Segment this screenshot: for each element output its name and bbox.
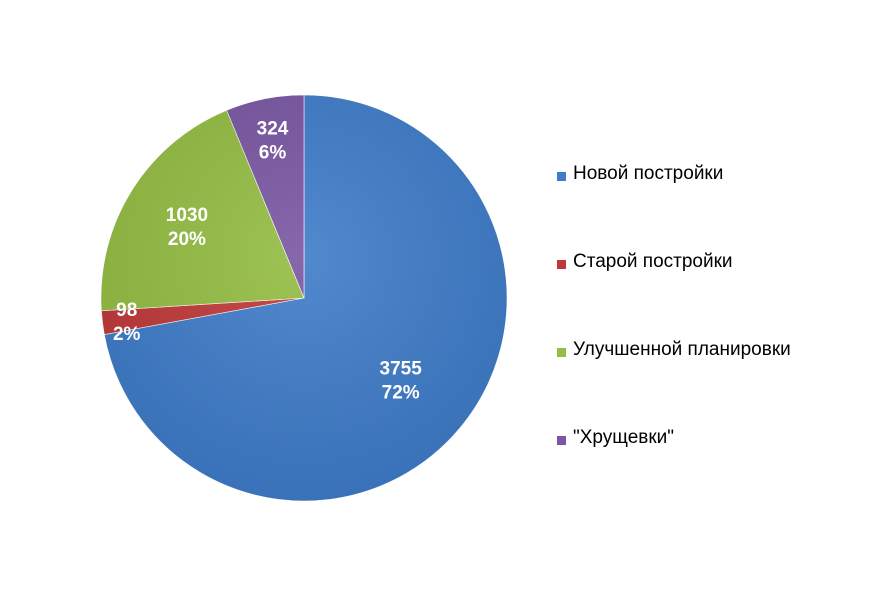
data-label-percent-khrushchevki: 6% — [259, 143, 287, 164]
data-label-value-khrushchevki: 324 — [257, 119, 289, 140]
data-label-percent-old-construction: 2% — [113, 324, 141, 345]
data-label-improved-layout: 1030 20% — [166, 205, 208, 250]
data-label-old-construction: 98 2% — [113, 300, 141, 345]
data-label-value-new-construction: 3755 — [380, 359, 423, 380]
data-label-khrushchevki: 324 6% — [257, 119, 289, 164]
pie-data-labels: 3755 72%98 2%1030 20%324 6% — [113, 119, 422, 404]
legend-swatch-improved-layout — [557, 348, 566, 357]
data-label-percent-new-construction: 72% — [382, 383, 420, 404]
data-label-new-construction: 3755 72% — [380, 359, 423, 404]
legend-label-old-construction: Старой постройки — [573, 251, 733, 272]
legend-swatch-old-construction — [557, 260, 566, 269]
legend-label-improved-layout: Улучшенной планировки — [573, 339, 791, 360]
legend-label-khrushchevki: "Хрущевки" — [573, 427, 675, 448]
data-label-percent-improved-layout: 20% — [168, 229, 206, 250]
data-label-value-old-construction: 98 — [116, 300, 137, 321]
pie-slices — [100, 94, 508, 502]
data-label-value-improved-layout: 1030 — [166, 205, 208, 226]
legend-label-new-construction: Новой постройки — [573, 163, 724, 184]
legend-swatch-new-construction — [557, 172, 566, 181]
legend-swatch-khrushchevki — [557, 436, 566, 445]
